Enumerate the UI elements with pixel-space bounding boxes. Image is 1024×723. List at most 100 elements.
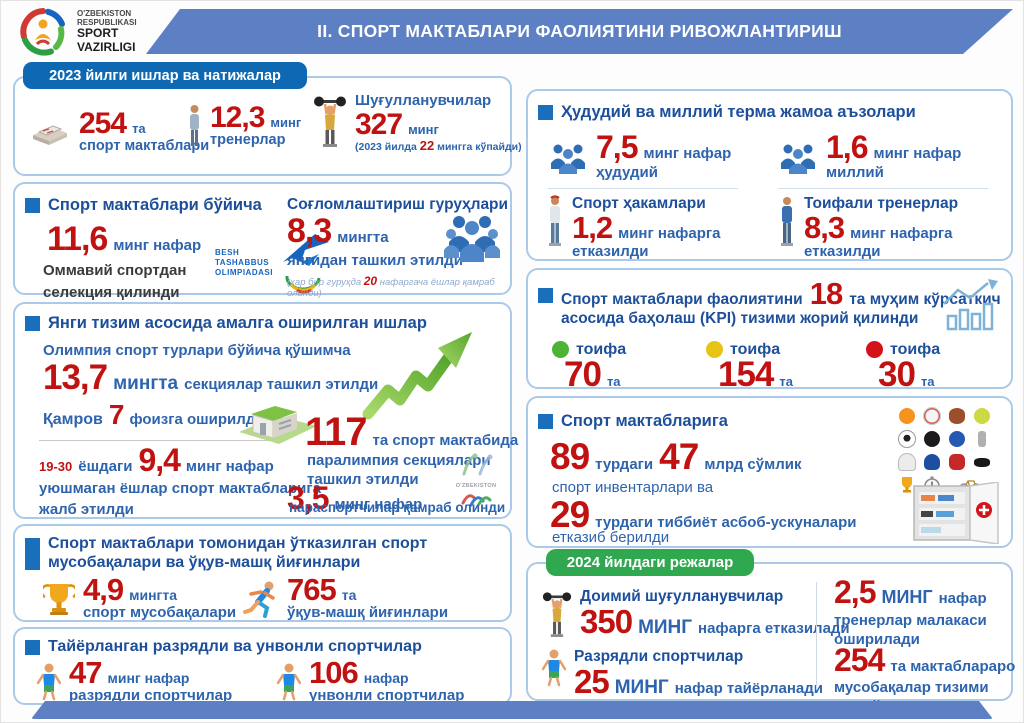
para2-unit: минг нафар bbox=[334, 496, 423, 513]
people-group-icon bbox=[551, 144, 585, 174]
youth-value: 9,4 bbox=[138, 442, 180, 478]
stat-participants: Шуғулланувчилар 327 минг (2023 йилда 22 … bbox=[313, 92, 522, 153]
ranked-athletes-stat: 47 минг нафар разрядли спортчилар bbox=[37, 655, 233, 706]
panel-2024-plans: Доимий шуғулланувчилар 350 МИНГ нафарга … bbox=[526, 562, 1016, 715]
inventory-cost: 47 bbox=[659, 436, 699, 477]
referees-title: Спорт ҳакамлари bbox=[572, 195, 706, 212]
referees-label: етказилди bbox=[572, 243, 649, 261]
plan2-title: Разрядли спортчилар bbox=[574, 648, 744, 665]
paralympic-agitos-icon bbox=[461, 494, 492, 507]
camp-label: ўқув-машқ йиғинлари bbox=[287, 603, 449, 621]
titled-label: унвонли спортчилар bbox=[309, 686, 465, 704]
logo-line-3: SPORT bbox=[77, 26, 119, 41]
sections-value: 13,7 bbox=[43, 358, 108, 397]
weightlifter-icon bbox=[314, 96, 346, 147]
health-unit: мингта bbox=[337, 229, 389, 246]
plan4-rest: та мактаблараро bbox=[890, 658, 1016, 675]
regional-stat: 7,5 минг нафар ҳудудий bbox=[548, 129, 732, 183]
plan4-value: 254 bbox=[834, 642, 885, 678]
plan3-unit: МИНГ bbox=[881, 587, 933, 607]
regional-value: 7,5 bbox=[596, 129, 638, 165]
schools-value: 254 bbox=[79, 107, 127, 140]
national-unit: минг нафар bbox=[873, 145, 962, 162]
basketball-icon bbox=[899, 408, 915, 424]
plan-participants: Доимий шуғулланувчилар 350 МИНГ нафарга … bbox=[542, 588, 850, 640]
selection-unit: минг нафар bbox=[113, 237, 202, 254]
stat-sport-schools: 254 та спорт мактаблари bbox=[29, 107, 209, 155]
trophy-icon bbox=[43, 584, 75, 616]
bowling-ball-icon bbox=[924, 431, 940, 447]
health-groups-title: Соғломлаштириш гуруҳлари bbox=[287, 196, 509, 213]
medical-cabinet-icon bbox=[913, 482, 999, 544]
badge-2024-plans: 2024 йилдаги режалар bbox=[546, 549, 754, 576]
helmet-icon bbox=[924, 454, 940, 470]
kpi-cat-value: 70 bbox=[564, 355, 602, 395]
header-banner: II. СПОРТ МАКТАБЛАРИ ФАОЛИЯТИНИ РИВОЖЛАН… bbox=[146, 9, 1013, 54]
medical-rest: турдаги тиббиёт асбоб-ускуналари bbox=[595, 514, 857, 531]
divider bbox=[778, 188, 988, 189]
selection-desc: Оммавий спортдан селекция қилинди bbox=[43, 262, 187, 301]
coaches-label: етказилди bbox=[804, 243, 881, 261]
cap-icon bbox=[898, 453, 916, 471]
titled-value: 106 bbox=[309, 655, 359, 690]
competitions-stat: 4,9 мингта спорт мусобақалари bbox=[43, 574, 237, 623]
plan3-rest: нафар bbox=[938, 590, 987, 607]
kpi-cat-label: тоифа bbox=[576, 341, 627, 358]
plan4-line2: мусобақалар тизими bbox=[834, 678, 989, 696]
inventory-line2: спорт инвентарлари ва bbox=[552, 479, 714, 496]
sections-rest: секциялар ташкил этилди bbox=[184, 376, 379, 393]
ranked-value: 47 bbox=[69, 655, 102, 690]
coaches-stat: Тоифали тренерлар 8,3 минг нафарга етказ… bbox=[778, 195, 958, 262]
comp-label: спорт мусобақалари bbox=[83, 603, 237, 621]
national-stat: 1,6 минг нафар миллий bbox=[778, 131, 962, 183]
panel-selection: Спорт мактаблари бўйича 11,6 минг нафар … bbox=[13, 182, 512, 301]
title-bullet bbox=[538, 105, 553, 120]
panel-athletes: Тайёрланган разрядли ва унвонли спортчил… bbox=[13, 627, 512, 705]
trainer-person-icon bbox=[190, 105, 199, 146]
regional-unit: минг нафар bbox=[643, 145, 732, 162]
ranked-label: разрядли спортчилар bbox=[69, 686, 233, 704]
coverage-pre: Қамров bbox=[43, 411, 103, 428]
health-value: 8,3 bbox=[287, 212, 332, 250]
competitions-title: Спорт мактаблари томонидан ўтказилган сп… bbox=[48, 535, 428, 572]
kid-athlete-icon bbox=[277, 663, 301, 701]
divider bbox=[39, 440, 269, 441]
sections-stat: 13,7 мингта секциялар ташкил этилди bbox=[43, 358, 379, 397]
logo-line-4: VAZIRLIGI bbox=[77, 40, 136, 55]
sections-unit: мингта bbox=[113, 373, 179, 394]
athletes-title: Тайёрланган разрядли ва унвонли спортчил… bbox=[48, 638, 422, 655]
paralympic-caption: O'ZBEKISTON bbox=[455, 483, 497, 489]
olympic-line: Олимпия спорт турлари бўйича қўшимча bbox=[43, 342, 351, 359]
inventory-cost-unit: млрд сўмлик bbox=[704, 456, 802, 473]
referees-stat: Спорт ҳакамлари 1,2 минг нафарга етказил… bbox=[546, 195, 721, 262]
coverage-value: 7 bbox=[108, 399, 125, 430]
schools-unit: та bbox=[132, 121, 146, 136]
health-desc: янгидан ташкил этилди bbox=[287, 252, 463, 269]
title-bullet bbox=[25, 316, 40, 331]
dumbbell-icon bbox=[978, 431, 986, 447]
kpi-cat-yellow: тоифа 154 та bbox=[706, 340, 793, 392]
kid-athlete-icon bbox=[542, 649, 566, 687]
paralympic-logo: O'ZBEKISTON bbox=[450, 452, 502, 512]
plan1-value: 350 bbox=[580, 602, 633, 640]
plan1-unit: МИНГ bbox=[638, 616, 693, 638]
besh-tashabbus-logo: BESH TASHABBUS OLIMPIADASI bbox=[215, 232, 331, 294]
kpi-cat-green: тоифа 70 та bbox=[552, 340, 627, 395]
panel-supply: Спорт мактабларига 89 турдаги 47 млрд сў… bbox=[526, 396, 1013, 548]
kpi-cat-label: тоифа bbox=[730, 341, 781, 358]
stat-trainers: 12,3 минг тренерлар bbox=[187, 103, 301, 150]
medical-line2: етказиб берилди bbox=[552, 529, 670, 546]
title-bullet bbox=[538, 414, 553, 429]
camp-unit: та bbox=[341, 587, 357, 603]
coaches-value: 8,3 bbox=[804, 209, 845, 245]
besh-logo-line-1: BESH bbox=[215, 248, 240, 257]
para-athletes-stat: 3,5 минг нафар bbox=[287, 482, 423, 515]
kpi-cat-unit: та bbox=[920, 374, 935, 390]
logo-line-1: O'ZBEKISTON bbox=[77, 9, 132, 19]
participants-note: (2023 йилда 22 мингга кўпайди) bbox=[355, 137, 522, 153]
coverage-post: фоизга оширилди bbox=[129, 411, 265, 428]
kpi-cat-label: тоифа bbox=[890, 341, 941, 358]
plan-coaches: 2,5 МИНГ нафар тренерлар малакаси оширил… bbox=[834, 576, 987, 649]
soccer-ball-icon bbox=[898, 430, 916, 448]
youth-unit: минг нафар bbox=[185, 458, 274, 475]
